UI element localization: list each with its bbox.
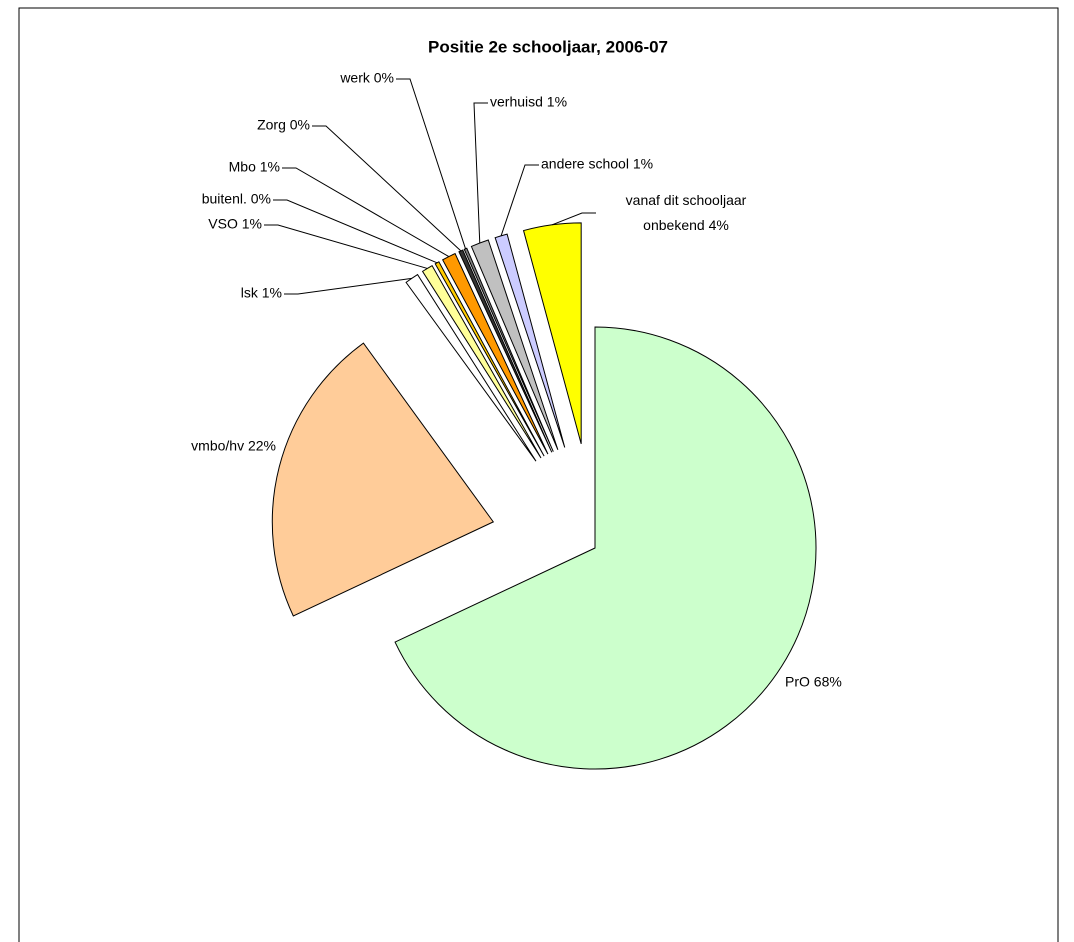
- slice-label: Zorg 0%: [257, 117, 310, 133]
- pie-slice: [458, 249, 553, 453]
- slice-label: PrO 68%: [785, 674, 842, 690]
- leader-line: [273, 199, 438, 264]
- pie-slice: [405, 273, 537, 462]
- slice-label: vmbo/hv 22%: [191, 438, 276, 454]
- leader-line: [264, 224, 428, 269]
- slice-label: verhuisd 1%: [490, 94, 567, 110]
- slice-label: buitenl. 0%: [202, 191, 271, 207]
- leader-line: [551, 212, 596, 226]
- chart-frame: [18, 7, 1059, 942]
- leader-line: [312, 125, 462, 252]
- slice-label: Mbo 1%: [229, 159, 280, 175]
- slice-label: VSO 1%: [208, 216, 262, 232]
- pie-slice: [441, 252, 549, 455]
- slice-label-box: vanaf dit schooljaar onbekend 4%: [625, 192, 747, 233]
- pie-slice: [271, 342, 495, 617]
- leader-line: [284, 277, 412, 295]
- slice-label: vanaf dit schooljaar onbekend 4%: [625, 192, 747, 233]
- pie-slice: [394, 326, 817, 770]
- slice-label: werk 0%: [339, 70, 394, 86]
- leader-line: [473, 102, 488, 244]
- leader-line: [396, 78, 467, 249]
- chart-title: Positie 2e schooljaar, 2006-07: [428, 37, 668, 56]
- slice-label: andere school 1%: [541, 156, 653, 172]
- leader-line: [500, 164, 539, 236]
- pie-slice: [522, 222, 582, 445]
- slice-label: lsk 1%: [241, 285, 282, 301]
- leader-line: [282, 167, 450, 258]
